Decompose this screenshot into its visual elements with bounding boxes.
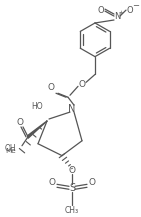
Text: O: O xyxy=(98,6,104,15)
Text: O: O xyxy=(48,83,55,92)
Text: O: O xyxy=(127,6,133,15)
Text: O: O xyxy=(49,178,56,187)
Text: S: S xyxy=(69,183,75,193)
Polygon shape xyxy=(28,121,47,138)
Text: O: O xyxy=(16,118,24,127)
Text: O: O xyxy=(89,178,95,187)
Text: +: + xyxy=(118,10,124,15)
Text: HO: HO xyxy=(31,102,43,111)
Text: O: O xyxy=(79,80,85,89)
Text: Me: Me xyxy=(5,148,16,154)
Text: N: N xyxy=(114,12,120,21)
Text: O: O xyxy=(69,166,75,175)
Text: N: N xyxy=(68,104,76,114)
Text: CH₃: CH₃ xyxy=(65,205,79,215)
Text: OH: OH xyxy=(4,144,16,153)
Text: −: − xyxy=(133,1,139,10)
